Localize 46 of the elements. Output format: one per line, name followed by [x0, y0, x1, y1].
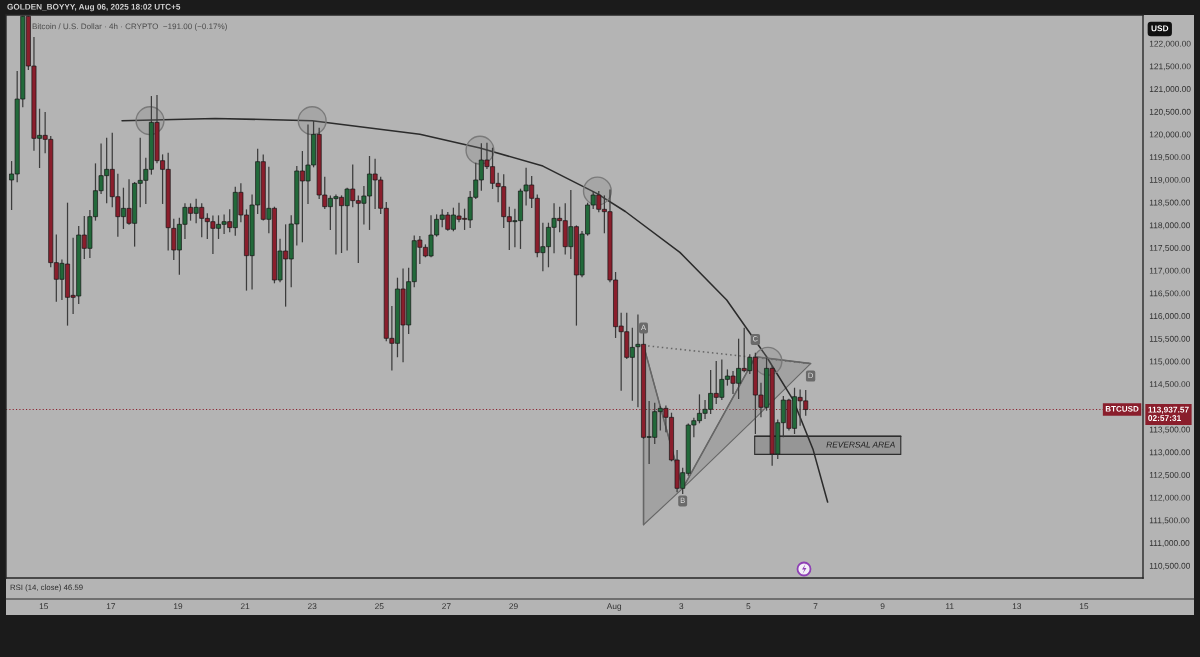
y-tick-label: 120,500.00: [1149, 108, 1191, 116]
y-tick-label: 119,000.00: [1149, 176, 1191, 184]
x-tick-label: 19: [173, 603, 183, 610]
x-tick-label: 7: [813, 603, 818, 610]
y-tick-label: 117,500.00: [1149, 245, 1191, 252]
x-tick-label: 17: [106, 603, 116, 610]
y-tick-label: 114,500.00: [1149, 381, 1191, 389]
x-tick-label: 15: [1079, 603, 1089, 610]
y-tick-label: 117,000.00: [1149, 267, 1191, 275]
y-tick-label: 112,000.00: [1149, 494, 1191, 502]
y-tick-label: 121,500.00: [1149, 63, 1191, 71]
x-tick-label: 5: [746, 603, 751, 610]
x-tick-label: 23: [307, 603, 317, 610]
y-tick-label: 120,000.00: [1149, 131, 1191, 139]
y-tick-label: 118,000.00: [1149, 222, 1191, 230]
x-tick-label: 27: [442, 603, 451, 610]
y-tick-label: 111,500.00: [1149, 517, 1190, 525]
text: Bitcoin / U.S. Dollar · 4h · CRYPTO −191.00 (−0.17%): [32, 23, 227, 31]
y-tick-label: 119,500.00: [1149, 154, 1191, 162]
x-tick-label: 11: [946, 603, 954, 610]
y-axis-title: USD: [1151, 25, 1169, 32]
y-tick-label: 115,000.00: [1149, 358, 1191, 366]
x-tick-label: Aug: [606, 603, 622, 611]
text: GOLDEN_BOYYY, Aug 06, 2025 18:02 UTC+5: [7, 3, 181, 12]
y-tick-label: 116,500.00: [1149, 290, 1191, 298]
x-tick-label: 25: [375, 603, 384, 610]
x-tick-label: 9: [880, 603, 885, 610]
y-tick-label: 122,000.00: [1149, 40, 1191, 48]
ref-line-label: BTCUSD: [1105, 406, 1139, 412]
x-tick-label: 29: [509, 603, 518, 610]
y-tick-label: 113,500.00: [1149, 426, 1191, 434]
series-label: REVERSAL AREA: [826, 441, 895, 448]
text: 02:57:31: [1148, 415, 1181, 421]
x-tick-label: 21: [240, 603, 250, 610]
x-tick-label: 13: [1012, 603, 1022, 610]
y-tick-label: 110,500.00: [1149, 562, 1191, 570]
y-tick-label: 118,500.00: [1149, 199, 1191, 207]
y-tick-label: 113,000.00: [1149, 449, 1191, 457]
y-tick-label: 121,000.00: [1149, 86, 1191, 93]
y-tick-label: 116,000.00: [1149, 313, 1191, 320]
y-tick-label: 115,500.00: [1149, 335, 1191, 343]
y-tick-label: 112,500.00: [1149, 472, 1191, 479]
x-tick-label: 15: [39, 603, 49, 610]
y-tick-label: 111,000.00: [1149, 540, 1190, 547]
text: 113,937.57: [1148, 406, 1189, 414]
x-tick-label: 3: [679, 603, 684, 610]
